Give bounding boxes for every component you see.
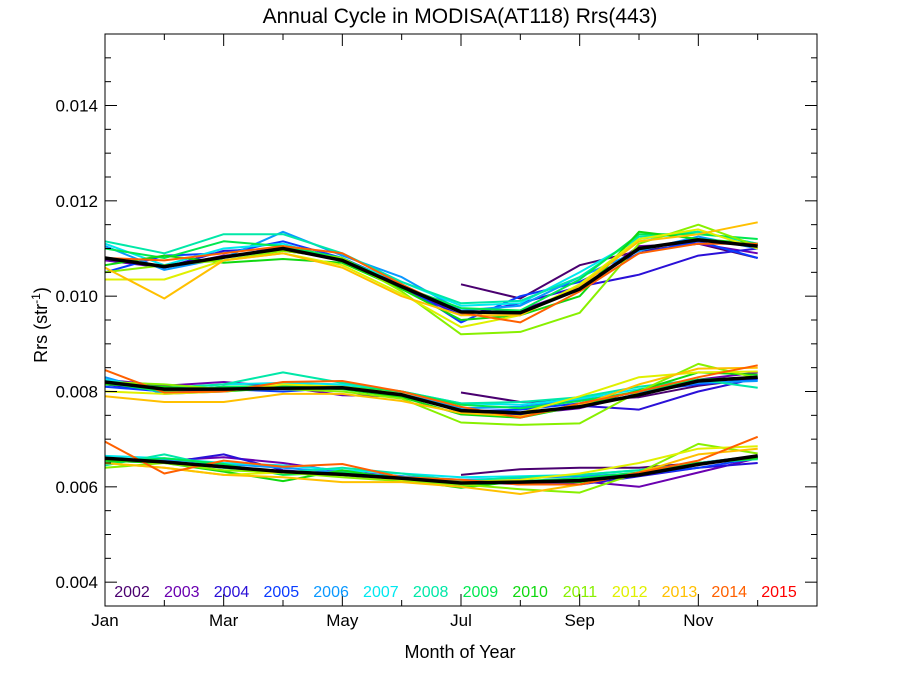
- series-layer: [104, 221, 759, 495]
- series-2011: [104, 223, 759, 494]
- y-tick-label: 0.012: [55, 192, 98, 211]
- legend-item-2013: 2013: [662, 584, 698, 601]
- y-tick-label: 0.004: [55, 573, 98, 592]
- x-axis-title: Month of Year: [404, 642, 515, 662]
- series-2011-lower-line: [104, 442, 758, 494]
- legend-item-2012: 2012: [612, 584, 648, 601]
- series-2013: [104, 221, 758, 495]
- legend-item-2005: 2005: [264, 584, 300, 601]
- y-axis-title-main: Rrs (str: [31, 304, 51, 363]
- mean-layer: [104, 238, 758, 485]
- x-tick-label: Sep: [565, 611, 595, 630]
- x-tick-label: Mar: [209, 611, 239, 630]
- series-2013-upper-line: [104, 221, 758, 317]
- axes-layer: Jan Mar May Jul Sep Nov 0.004 0.006 0.008 0.010 0.…: [55, 33, 818, 630]
- legend-item-2014: 2014: [711, 584, 747, 601]
- series-2009: [104, 233, 758, 488]
- series-2014-lower-line: [104, 435, 759, 486]
- series-2003: [104, 242, 758, 488]
- mean-line-1: [104, 375, 758, 415]
- y-axis-title-superscript: -1: [29, 293, 43, 304]
- legend-item-2006: 2006: [313, 584, 349, 601]
- series-2002-upper-line: [460, 242, 758, 300]
- legend-item-2011: 2011: [563, 584, 598, 601]
- y-tick-label: 0.008: [55, 383, 98, 402]
- series-2014: [104, 242, 759, 486]
- legend-item-2015: 2015: [761, 584, 797, 601]
- series-2008: [104, 230, 758, 483]
- legend-item-2003: 2003: [164, 584, 200, 601]
- y-axis-title: Rrs (str-1): [29, 287, 51, 363]
- y-axis-title-close: ): [31, 287, 51, 293]
- series-2013-middle-line: [104, 366, 758, 418]
- x-tick-label: May: [326, 611, 359, 630]
- legend-item-2008: 2008: [413, 584, 449, 601]
- x-tick-label: Jan: [91, 611, 118, 630]
- mean-line-0: [104, 238, 758, 315]
- series-2014-middle-line: [104, 364, 758, 419]
- y-tick-label: 0.006: [55, 478, 98, 497]
- legend-item-2002: 2002: [114, 584, 150, 601]
- legend: 2002 2003 2004 2005 2006 2007 2008 2009 2010 2011…: [114, 584, 797, 601]
- mean-line-2: [104, 454, 758, 485]
- y-tick-label: 0.014: [55, 97, 98, 116]
- chart-title: Annual Cycle in MODISA(AT118) Rrs(443): [263, 5, 658, 28]
- series-2012-upper-line: [105, 228, 759, 329]
- x-tick-label: Jul: [450, 611, 472, 630]
- series-2011-middle-line: [104, 362, 758, 426]
- legend-item-2004: 2004: [214, 584, 250, 601]
- legend-item-2009: 2009: [463, 584, 499, 601]
- legend-item-2010: 2010: [512, 584, 548, 601]
- y-tick-label: 0.010: [55, 287, 98, 306]
- series-2004: [104, 247, 758, 486]
- x-tick-label: Nov: [683, 611, 714, 630]
- series-2005: [104, 240, 758, 486]
- series-2010: [104, 230, 758, 489]
- legend-item-2007: 2007: [363, 584, 399, 601]
- series-2008-upper-line: [104, 230, 758, 305]
- series-2013-lower-line: [104, 447, 758, 495]
